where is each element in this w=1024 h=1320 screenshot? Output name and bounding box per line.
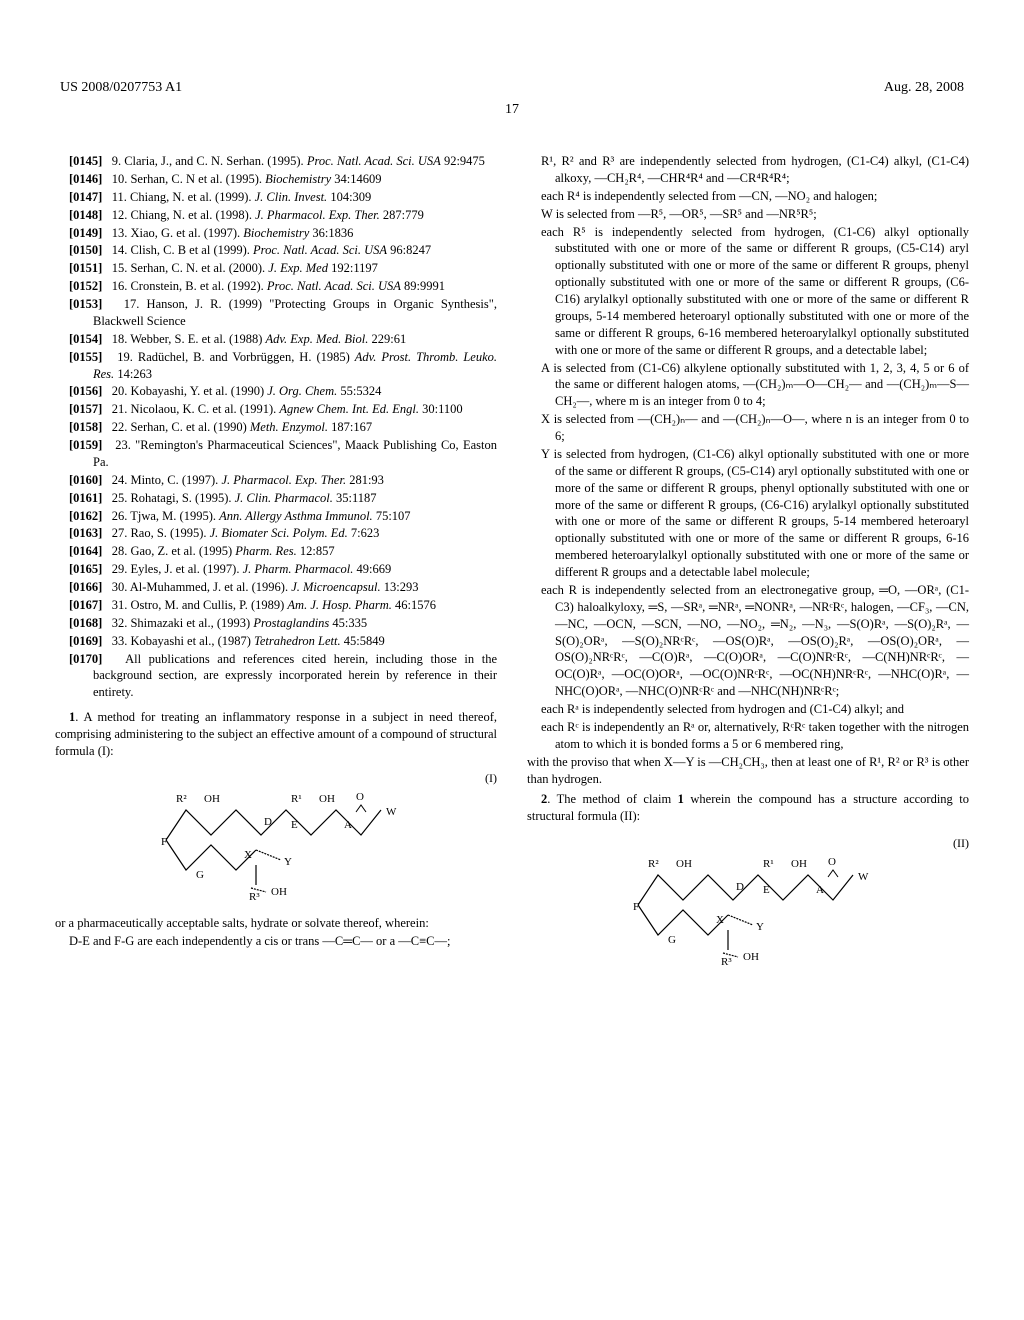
reference-item: [0165] 29. Eyles, J. et al. (1997). J. P… [55,561,497,578]
svg-text:R¹: R¹ [763,858,774,870]
reference-item: [0155] 19. Radüchel, B. and Vorbrüggen, … [55,349,497,383]
reference-item: [0163] 27. Rao, S. (1995). J. Biomater S… [55,525,497,542]
definition-item: each Rᶜ is independently an Rᵃ or, alter… [527,719,969,753]
publication-date: Aug. 28, 2008 [884,80,964,96]
reference-item: [0158] 22. Serhan, C. et al. (1990) Meth… [55,419,497,436]
structural-formula-I: (I) R² OH R¹ OH O [55,770,497,905]
svg-text:R¹: R¹ [291,793,302,805]
reference-item: [0146] 10. Serhan, C. N et al. (1995). B… [55,171,497,188]
svg-text:R³: R³ [721,956,732,965]
reference-item: [0168] 32. Shimazaki et al., (1993) Pros… [55,615,497,632]
reference-item: [0148] 12. Chiang, N. et al. (1998). J. … [55,207,497,224]
claim-1-intro: 1. A method for treating an inflammatory… [55,709,497,760]
patent-number: US 2008/0207753 A1 [60,80,182,96]
definition-item: each R⁴ is independently selected from —… [527,188,969,205]
claim-2: 2. The method of claim 1 wherein the com… [527,791,969,825]
svg-text:OH: OH [743,951,759,963]
reference-item: [0152] 16. Cronstein, B. et al. (1992). … [55,278,497,295]
svg-text:E: E [763,884,770,896]
definition-item: each R⁵ is independently selected from h… [527,224,969,359]
svg-text:D: D [264,816,272,828]
paragraph-0170: [0170] All publications and references c… [55,651,497,702]
reference-item: [0145] 9. Claria, J., and C. N. Serhan. … [55,153,497,170]
reference-item: [0157] 21. Nicolaou, K. C. et al. (1991)… [55,401,497,418]
svg-text:A: A [816,884,824,896]
svg-text:F: F [633,901,639,913]
page-number: 17 [55,102,969,118]
page-header: US 2008/0207753 A1 Aug. 28, 2008 [55,80,969,96]
reference-item: [0150] 14. Clish, C. B et al (1999). Pro… [55,242,497,259]
left-column: [0145] 9. Claria, J., and C. N. Serhan. … [55,153,497,980]
svg-text:OH: OH [319,793,335,805]
right-column: R¹, R² and R³ are independently selected… [527,153,969,980]
reference-item: [0154] 18. Webber, S. E. et al. (1988) A… [55,331,497,348]
definition-item: each Rᵃ is independently selected from h… [527,701,969,718]
definition-item: Y is selected from hydrogen, (C1-C6) alk… [527,446,969,581]
reference-item: [0147] 11. Chiang, N. et al. (1999). J. … [55,189,497,206]
svg-text:R³: R³ [249,891,260,900]
svg-text:R²: R² [176,793,187,805]
claim-1-continuation: or a pharmaceutically acceptable salts, … [55,915,497,932]
svg-text:W: W [858,871,869,883]
reference-item: [0159] 23. "Remington's Pharmaceutical S… [55,437,497,471]
reference-item: [0153] 17. Hanson, J. R. (1999) "Protect… [55,296,497,330]
svg-text:O: O [356,791,364,803]
reference-item: [0167] 31. Ostro, M. and Cullis, P. (198… [55,597,497,614]
reference-item: [0162] 26. Tjwa, M. (1995). Ann. Allergy… [55,508,497,525]
claim-1-def-DE-FG: D-E and F-G are each independently a cis… [55,933,497,950]
definition-item: X is selected from —(CH₂)ₙ— and —(CH₂)ₙ—… [527,411,969,445]
definition-item: R¹, R² and R³ are independently selected… [527,153,969,187]
svg-text:OH: OH [271,886,287,898]
svg-text:E: E [291,819,298,831]
reference-item: [0160] 24. Minto, C. (1997). J. Pharmaco… [55,472,497,489]
svg-text:D: D [736,881,744,893]
svg-text:OH: OH [204,793,220,805]
reference-item: [0164] 28. Gao, Z. et al. (1995) Pharm. … [55,543,497,560]
svg-text:W: W [386,806,397,818]
claim-1-proviso: with the proviso that when X—Y is —CH₂CH… [527,754,969,788]
svg-text:G: G [196,869,204,881]
reference-item: [0149] 13. Xiao, G. et al. (1997). Bioch… [55,225,497,242]
reference-item: [0166] 30. Al-Muhammed, J. et al. (1996)… [55,579,497,596]
reference-item: [0156] 20. Kobayashi, Y. et al. (1990) J… [55,383,497,400]
definition-item: each R is independently selected from an… [527,582,969,700]
definition-item: W is selected from —R⁵, —OR⁵, —SR⁵ and —… [527,206,969,223]
svg-text:X: X [716,914,724,926]
svg-text:O: O [828,856,836,868]
svg-text:R²: R² [648,858,659,870]
svg-text:Y: Y [284,856,292,868]
structural-formula-II: (II) R² OH R¹ OH O [527,835,969,970]
reference-item: [0151] 15. Serhan, C. N. et al. (2000). … [55,260,497,277]
svg-text:X: X [244,849,252,861]
svg-text:G: G [668,934,676,946]
svg-text:F: F [161,836,167,848]
svg-text:A: A [344,819,352,831]
reference-item: [0169] 33. Kobayashi et al., (1987) Tetr… [55,633,497,650]
definition-item: A is selected from (C1-C6) alkylene opti… [527,360,969,411]
svg-text:Y: Y [756,921,764,933]
svg-text:OH: OH [791,858,807,870]
reference-item: [0161] 25. Rohatagi, S. (1995). J. Clin.… [55,490,497,507]
svg-text:OH: OH [676,858,692,870]
